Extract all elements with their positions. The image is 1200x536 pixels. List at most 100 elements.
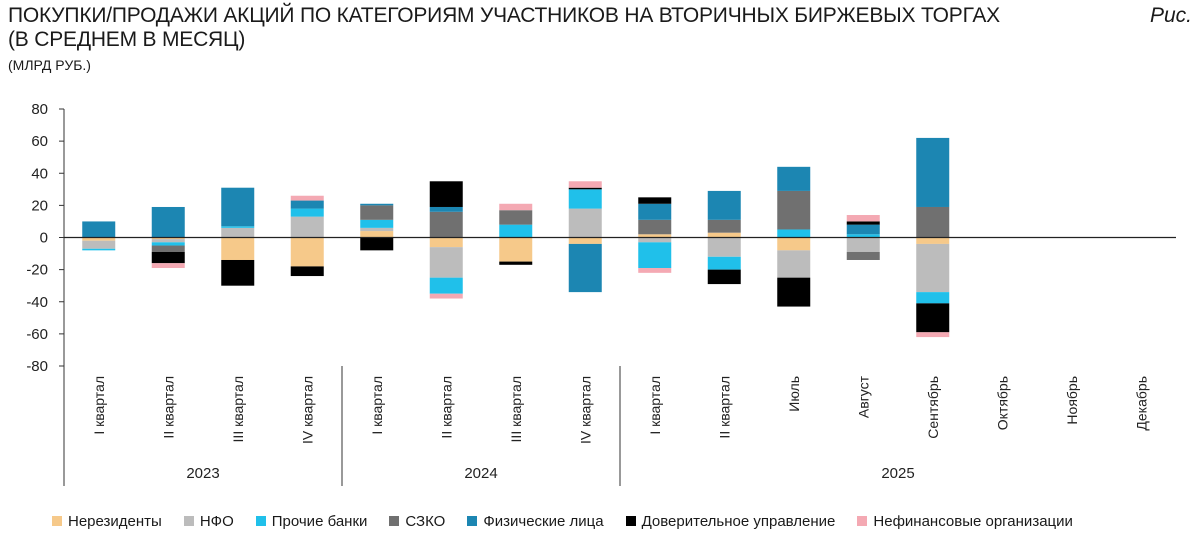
stacked-bar-chart: 80 60 40 20 0 -20 -40 -60 -80 I квартал II квартал… xyxy=(26,101,1176,486)
bar-segment xyxy=(151,263,185,269)
bar-segment xyxy=(151,237,185,240)
bar-segment xyxy=(846,237,880,252)
category-label: III квартал xyxy=(230,376,246,442)
bar-segment xyxy=(360,219,394,228)
category-label: I квартал xyxy=(91,376,107,435)
bar-segment xyxy=(151,245,185,252)
group-label: 2024 xyxy=(464,465,497,482)
y-tick-label: -80 xyxy=(26,358,48,375)
category-label: Декабрь xyxy=(1133,376,1149,431)
bar-segment xyxy=(499,261,533,265)
bar-segment xyxy=(638,203,672,220)
legend-item: СЗКО xyxy=(389,513,445,530)
legend-swatch xyxy=(52,516,62,526)
y-axis-units: (МЛРД РУБ.) xyxy=(8,57,91,73)
bar-segment xyxy=(221,237,255,260)
bar-segment xyxy=(638,234,672,238)
bar-segment xyxy=(429,181,463,207)
category-label: II квартал xyxy=(438,376,454,439)
bar-segment xyxy=(707,269,741,285)
legend-item: Доверительное управление xyxy=(625,512,836,530)
bar-segment xyxy=(499,210,533,225)
y-tick-label: 80 xyxy=(31,101,48,118)
bar-segment xyxy=(568,187,602,190)
category-label: Июль xyxy=(786,376,802,412)
bar-segment xyxy=(707,219,741,233)
bar-segment xyxy=(429,237,463,248)
legend-label: СЗКО xyxy=(405,512,446,530)
bar-segment xyxy=(360,231,394,238)
group-label: 2023 xyxy=(186,465,219,482)
legend-swatch xyxy=(857,516,868,526)
bar-segment xyxy=(846,215,880,222)
bar-segment xyxy=(777,190,811,230)
bar-segment xyxy=(916,292,950,304)
legend-label: Прочие банки xyxy=(271,512,368,530)
legend-swatch xyxy=(183,516,194,526)
bar-segment xyxy=(707,232,741,238)
bar-segment xyxy=(846,221,880,225)
chart-legend: Нерезиденты НФО Прочие банки СЗКО Физические… xyxy=(52,510,1200,532)
bar-segment xyxy=(429,277,463,294)
bar-segment xyxy=(429,206,463,212)
legend-swatch xyxy=(467,516,478,526)
category-label: III квартал xyxy=(508,376,524,442)
bar-segment xyxy=(846,234,880,238)
bar-segment xyxy=(638,219,672,235)
y-tick-label: -40 xyxy=(26,294,48,311)
legend-item: Нерезиденты xyxy=(52,513,162,530)
chart-title: ПОКУПКИ/ПРОДАЖИ АКЦИЙ ПО КАТЕГОРИЯМ УЧАС… xyxy=(8,4,1068,52)
bar-segment xyxy=(82,248,116,251)
bar-segment xyxy=(499,203,533,211)
bar-segment xyxy=(638,197,672,204)
bar-segment xyxy=(290,237,324,267)
bar-segment xyxy=(568,243,602,293)
bar-segment xyxy=(82,221,116,238)
legend-swatch xyxy=(255,516,266,526)
legend-swatch xyxy=(389,516,400,526)
bar-segment xyxy=(916,332,950,338)
bar-segment xyxy=(777,250,811,278)
legend-item: НФО xyxy=(183,513,234,530)
legend-item: Физические лица xyxy=(467,512,604,530)
bar-segment xyxy=(360,203,394,206)
bar-segment xyxy=(151,251,185,264)
bar-segment xyxy=(638,237,672,243)
y-tick-label: 20 xyxy=(31,197,48,214)
category-label: Октябрь xyxy=(994,376,1010,430)
category-label: II квартал xyxy=(716,376,732,439)
bar-segment xyxy=(290,200,324,209)
category-label: II квартал xyxy=(160,376,176,439)
bar-segment xyxy=(429,293,463,299)
bar-segment xyxy=(568,189,602,209)
category-label: I квартал xyxy=(647,376,663,435)
bar-segment xyxy=(707,190,741,220)
chart-title-line-2: (В СРЕДНЕМ В МЕСЯЦ) xyxy=(8,28,246,51)
bar-segment xyxy=(568,237,602,244)
bar-segment xyxy=(360,237,394,251)
legend-label: Физические лица xyxy=(483,512,604,530)
bar-segment xyxy=(916,237,950,244)
category-label: Сентябрь xyxy=(925,376,941,439)
bar-segment xyxy=(916,137,950,207)
bar-segment xyxy=(568,208,602,238)
bar-segment xyxy=(916,206,950,238)
bar-segment xyxy=(638,268,672,273)
category-label: I квартал xyxy=(369,376,385,435)
bar-segment xyxy=(360,227,394,232)
y-tick-label: 0 xyxy=(40,230,48,247)
bar-segment xyxy=(846,251,880,260)
bar-segment xyxy=(290,266,324,277)
bar-segment xyxy=(290,216,324,238)
bar-segment xyxy=(846,224,880,235)
bar-segment xyxy=(151,242,185,246)
chart-title-line-1: ПОКУПКИ/ПРОДАЖИ АКЦИЙ ПО КАТЕГОРИЯМ УЧАС… xyxy=(8,4,1000,27)
bar-segment xyxy=(499,224,533,238)
figure-label: Рис. xyxy=(1149,4,1192,27)
bar-segment xyxy=(82,237,116,241)
legend-label: Доверительное управление xyxy=(641,512,836,530)
bar-segment xyxy=(707,256,741,270)
bar-segment xyxy=(707,237,741,257)
bar-segment xyxy=(221,259,255,286)
category-label: IV квартал xyxy=(299,376,315,444)
